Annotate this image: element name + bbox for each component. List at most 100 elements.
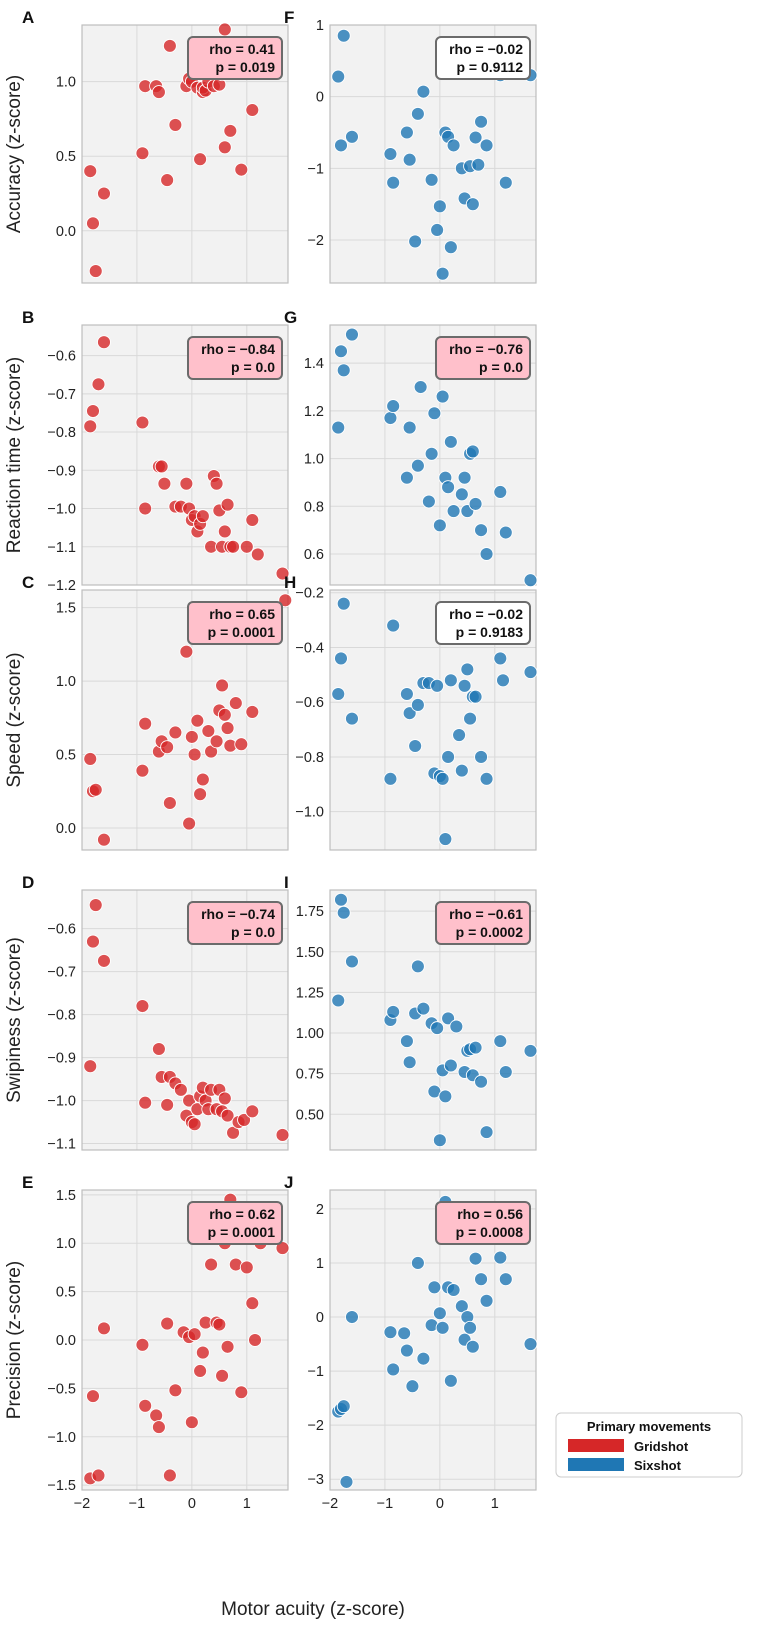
data-point: [345, 129, 359, 144]
x-tick-label: −1: [377, 1496, 394, 1512]
data-point: [399, 687, 414, 701]
data-point: [479, 547, 494, 561]
x-axis-label: Motor acuity (z-score): [221, 1599, 405, 1620]
data-point: [245, 1104, 260, 1119]
data-point: [432, 199, 447, 214]
plot-frame: [81, 889, 289, 1151]
y-tick-label: 0.5: [56, 1285, 76, 1301]
data-point: [454, 763, 469, 778]
data-point: [441, 749, 456, 764]
data-point: [345, 327, 359, 342]
y-tick-label: −1: [307, 1364, 324, 1380]
data-point: [234, 162, 249, 177]
y-tick-label: 0.5: [56, 748, 76, 764]
panel-C: 0.0 0.5 1.0 1.5 C Speed (z-score) rho = 0.65 p …: [4, 573, 293, 851]
data-point: [441, 1011, 456, 1026]
data-point: [345, 954, 359, 969]
x-tick-label: 0: [436, 1496, 444, 1512]
stats-box: [187, 36, 283, 80]
y-axis-label: Speed (z-score): [4, 652, 25, 787]
data-point: [446, 138, 461, 153]
y-tick-label: 1.00: [296, 1026, 324, 1042]
y-tick-label: 1.0: [304, 452, 324, 468]
data-point: [427, 1280, 442, 1295]
stats-box: [435, 601, 531, 645]
data-point: [97, 953, 111, 968]
data-point: [97, 1321, 111, 1336]
data-point: [435, 1320, 450, 1335]
y-tick-label: −0.4: [295, 640, 324, 656]
rho-value: rho = −0.02: [449, 41, 523, 57]
data-point: [402, 420, 417, 435]
x-tick-label: 1: [491, 1496, 499, 1512]
y-tick-label: 0.50: [296, 1107, 324, 1123]
data-point: [468, 689, 483, 704]
panel-letter: G: [284, 308, 297, 327]
y-tick-label: −0.8: [295, 750, 324, 766]
data-point: [334, 651, 348, 666]
rho-value: rho = 0.65: [209, 606, 275, 622]
data-point: [217, 524, 232, 539]
data-point: [86, 1389, 100, 1404]
data-point: [336, 1399, 351, 1414]
data-point: [430, 678, 445, 693]
data-point: [339, 1474, 354, 1489]
data-point: [435, 266, 450, 281]
data-point: [443, 1058, 458, 1073]
data-point: [239, 539, 254, 554]
data-point: [336, 905, 351, 920]
data-point: [416, 1001, 431, 1016]
data-point: [479, 1293, 494, 1308]
rho-value: rho = −0.76: [449, 341, 523, 357]
data-point: [479, 1125, 494, 1140]
stats-box: [435, 36, 531, 80]
data-point: [331, 69, 346, 84]
data-point: [402, 1055, 417, 1070]
data-point: [334, 138, 348, 153]
data-point: [336, 363, 351, 378]
y-tick-label: −0.6: [295, 695, 324, 711]
data-point: [195, 772, 210, 787]
data-point: [468, 1251, 483, 1266]
data-point: [383, 1325, 398, 1340]
panel-letter: D: [22, 873, 34, 892]
data-point: [204, 1257, 219, 1272]
stats-box: [187, 1201, 283, 1245]
p-value: p = 0.0001: [208, 1224, 276, 1240]
data-point: [498, 175, 513, 190]
data-point: [226, 539, 241, 554]
y-tick-label: 1: [316, 1256, 324, 1272]
data-point: [168, 1383, 183, 1398]
legend-swatch-sixshot: [568, 1458, 624, 1471]
y-tick-label: −2: [307, 1418, 324, 1434]
data-point: [83, 1059, 98, 1074]
data-point: [427, 406, 442, 421]
data-point: [149, 1408, 164, 1423]
p-value: p = 0.0: [231, 924, 275, 940]
data-point: [399, 470, 414, 485]
data-point: [195, 1345, 210, 1360]
data-point: [471, 157, 486, 172]
data-point: [424, 172, 439, 187]
rho-value: rho = 0.56: [457, 1206, 523, 1222]
p-value: p = 0.019: [215, 59, 275, 75]
y-tick-label: 1.2: [304, 404, 324, 420]
data-point: [523, 665, 538, 680]
y-tick-label: −0.8: [47, 1008, 76, 1024]
data-point: [474, 114, 489, 129]
plot-frame: [329, 24, 537, 284]
y-axis-label: Swipiness (z-score): [4, 937, 25, 1103]
y-tick-label: −1.0: [295, 805, 324, 821]
data-point: [493, 485, 508, 499]
data-point: [97, 335, 111, 350]
data-point: [187, 1327, 202, 1342]
data-point: [162, 1468, 177, 1483]
data-point: [435, 389, 450, 404]
data-point: [523, 1043, 538, 1058]
y-tick-label: 0.6: [304, 547, 324, 563]
data-point: [465, 444, 480, 459]
data-point: [162, 796, 177, 810]
data-point: [410, 697, 425, 712]
